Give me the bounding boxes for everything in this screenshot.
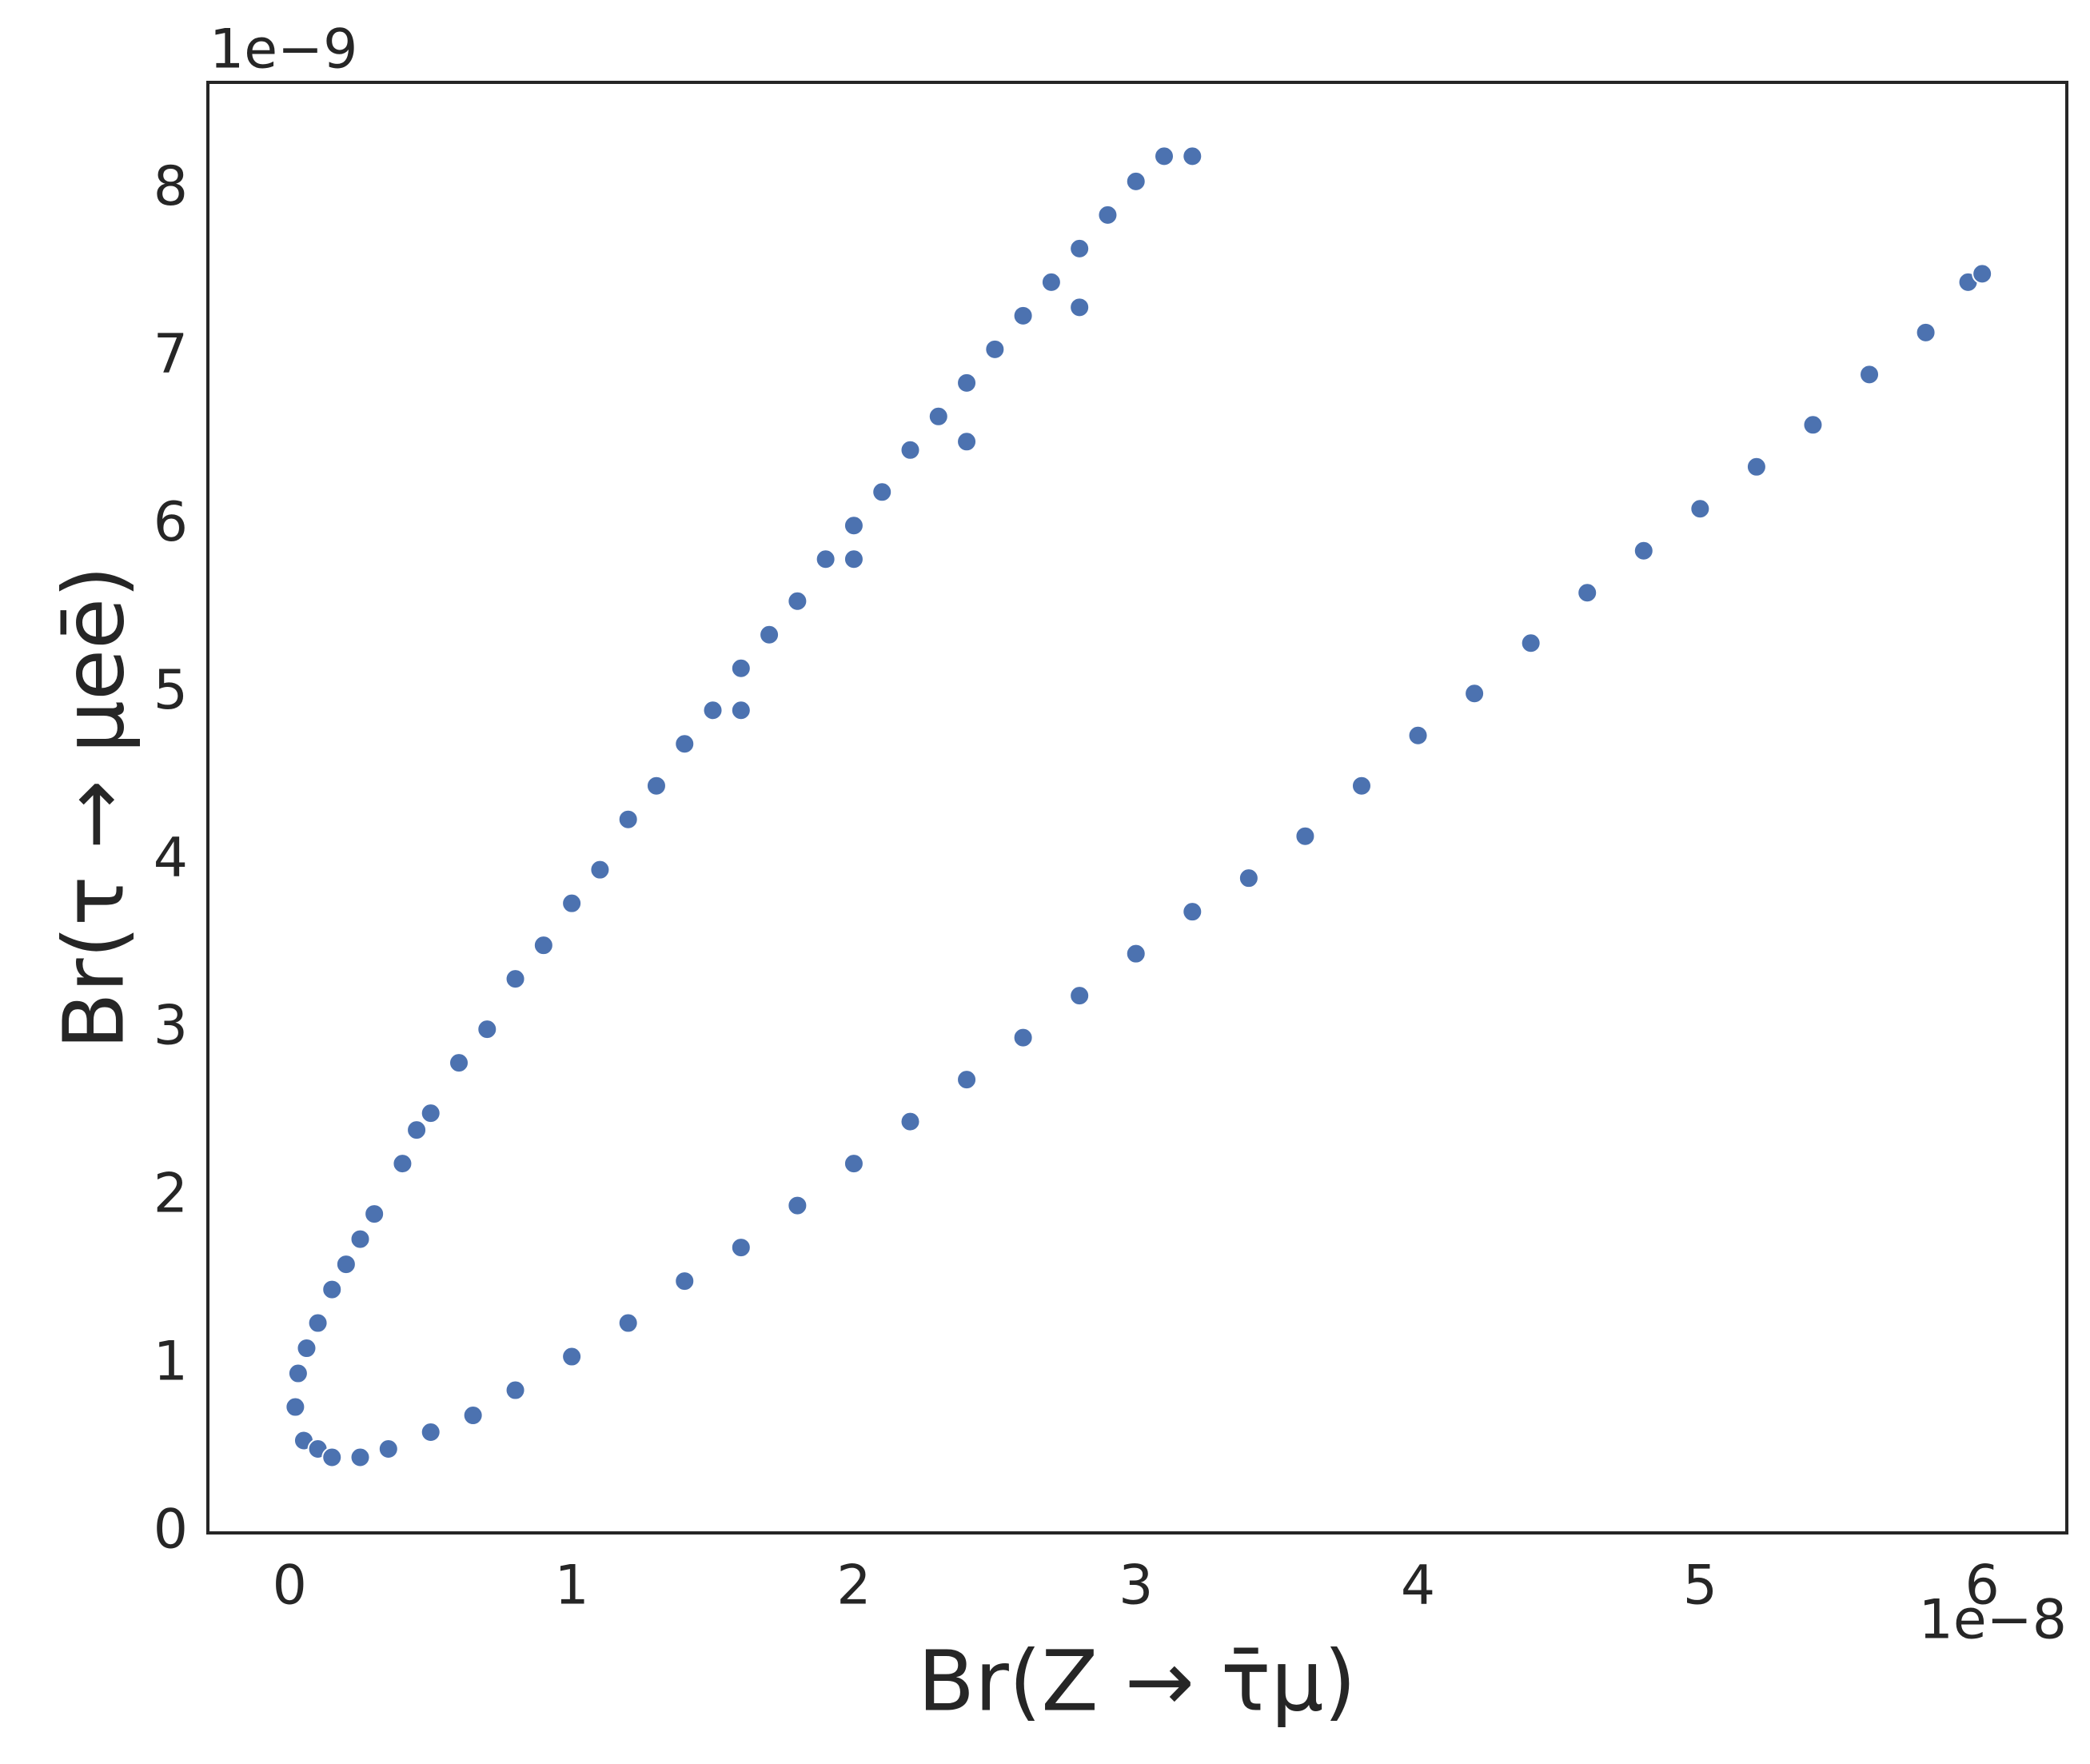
scatter-point <box>1802 414 1824 436</box>
scatter-point <box>956 372 978 393</box>
scatter-point <box>307 1312 329 1334</box>
y-tick-label: 5 <box>154 659 188 722</box>
scatter-point <box>617 1312 639 1334</box>
scatter-point <box>505 968 526 990</box>
scatter-point <box>1689 498 1711 520</box>
scatter-point <box>448 1052 469 1074</box>
scatter-point <box>843 1153 864 1175</box>
x-tick-label: 5 <box>1683 1554 1717 1618</box>
y-axis-label: Br(τ → μeē) <box>45 565 142 1049</box>
scatter-point <box>364 1203 385 1225</box>
scatter-point <box>927 405 949 427</box>
scatter-point <box>377 1439 399 1460</box>
y-tick-label: 4 <box>154 827 188 890</box>
scatter-point <box>1350 775 1372 796</box>
scatter-point <box>617 808 639 830</box>
scatter-point <box>287 1363 309 1384</box>
scatter-point <box>349 1228 371 1250</box>
scatter-point <box>1154 146 1175 167</box>
scatter-point <box>406 1119 428 1141</box>
scatter-point <box>1125 170 1147 192</box>
scatter-point <box>674 733 696 755</box>
scatter-point <box>561 892 583 914</box>
scatter-point <box>1520 633 1542 654</box>
scatter-point <box>335 1254 357 1275</box>
y-tick-label: 3 <box>154 995 188 1058</box>
scatter-point <box>956 1069 978 1091</box>
scatter-point <box>1238 868 1259 889</box>
scatter-point <box>561 1346 583 1367</box>
scatter-point <box>1012 305 1034 326</box>
scatter-point <box>984 338 1006 360</box>
scatter-point <box>956 431 978 453</box>
x-axis-label: Br(Z → τ̄μ) <box>918 1632 1357 1730</box>
scatter-point <box>1125 943 1147 964</box>
scatter-point <box>349 1447 371 1468</box>
scatter-point <box>589 859 611 880</box>
scatter-point <box>1097 204 1119 225</box>
x-tick-label: 4 <box>1401 1554 1435 1618</box>
scatter-point <box>1182 901 1203 923</box>
scatter-point <box>1577 582 1598 604</box>
x-tick-label: 1 <box>554 1554 588 1618</box>
x-tick-label: 0 <box>273 1554 307 1618</box>
scatter-point <box>462 1405 484 1427</box>
scatter-point <box>1633 540 1654 561</box>
plot-frame <box>206 81 2068 1535</box>
scatter-point <box>420 1103 441 1124</box>
scatter-point <box>532 935 554 956</box>
scatter-point <box>392 1153 413 1175</box>
scatter-point <box>730 1237 752 1259</box>
scatter-point <box>1464 683 1486 704</box>
scatter-point <box>1915 321 1936 343</box>
scatter-point <box>674 1271 696 1292</box>
scatter-point <box>843 515 864 537</box>
y-tick-label: 6 <box>154 491 188 554</box>
x-tick-label: 6 <box>1965 1554 2000 1618</box>
x-offset-text: 1e−8 <box>1919 1589 2067 1652</box>
scatter-point <box>871 481 893 503</box>
scatter-point <box>321 1447 343 1468</box>
y-tick-label: 0 <box>154 1499 188 1562</box>
scatter-point <box>1069 297 1091 318</box>
y-tick-label: 7 <box>154 323 188 386</box>
scatter-point <box>285 1396 306 1418</box>
scatter-point <box>899 439 921 461</box>
scatter-point <box>815 549 836 570</box>
scatter-point <box>321 1279 343 1300</box>
scatter-point <box>730 700 752 721</box>
scatter-point <box>787 590 808 612</box>
scatter-point <box>1069 985 1091 1007</box>
scatter-point <box>477 1019 498 1040</box>
y-tick-label: 2 <box>154 1163 188 1226</box>
scatter-point <box>645 775 667 796</box>
scatter-point <box>420 1422 441 1443</box>
scatter-point <box>702 700 724 721</box>
scatter-point <box>1040 271 1062 293</box>
scatter-point <box>1182 146 1203 167</box>
scatter-point <box>1012 1027 1034 1048</box>
scatter-point <box>1407 724 1429 746</box>
y-tick-label: 1 <box>154 1331 188 1394</box>
scatter-point <box>1069 237 1091 259</box>
x-tick-label: 2 <box>836 1554 871 1618</box>
scatter-point <box>1745 456 1767 477</box>
scatter-point <box>505 1379 526 1401</box>
scatter-point <box>1294 825 1316 847</box>
scatter-point <box>843 549 864 570</box>
scatter-point <box>899 1111 921 1132</box>
scatter-point <box>1972 263 1993 285</box>
scatter-point <box>787 1195 808 1216</box>
scatter-point <box>1859 364 1881 385</box>
y-offset-text: 1e−9 <box>209 18 357 82</box>
scatter-point <box>730 657 752 679</box>
y-tick-label: 8 <box>154 155 188 218</box>
scatter-point <box>759 624 780 645</box>
scatter-point <box>296 1338 317 1359</box>
x-tick-label: 3 <box>1119 1554 1153 1618</box>
